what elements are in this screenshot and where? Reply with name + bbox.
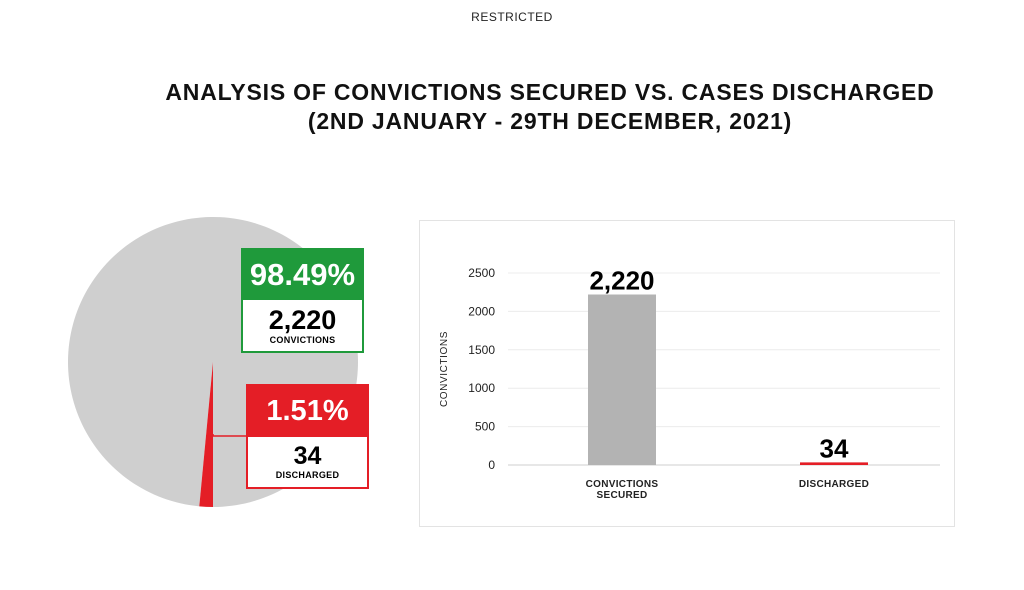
bar-discharged <box>800 462 868 465</box>
title-line-1: ANALYSIS OF CONVICTIONS SECURED VS. CASE… <box>165 79 935 105</box>
y-tick-label: 500 <box>475 420 495 434</box>
y-tick-label: 2500 <box>468 266 495 280</box>
discharged-leader-line <box>212 434 248 437</box>
y-axis-label: CONVICTIONS <box>439 331 450 407</box>
y-tick-label: 2000 <box>468 304 495 318</box>
bar-chart-panel: 0 500 1000 1500 2000 2500 CONVICTIONS 2,220 CONV… <box>419 220 955 527</box>
pie-slice-discharged <box>199 362 213 507</box>
x-category-label: CONVICTIONS <box>586 479 659 490</box>
discharged-count: 34 <box>293 442 322 470</box>
title-line-2: (2ND JANUARY - 29TH DECEMBER, 2021) <box>307 108 793 134</box>
bar-chart: 0 500 1000 1500 2000 2500 CONVICTIONS 2,220 CONV… <box>439 266 940 501</box>
classification-label: RESTRICTED <box>471 10 553 24</box>
bar-data-label: 2,220 <box>589 266 654 296</box>
y-tick-label: 1500 <box>468 343 495 357</box>
convictions-percent: 98.49% <box>243 250 362 300</box>
convictions-callout: 98.49% 2,220 CONVICTIONS <box>241 248 364 353</box>
page-title: ANALYSIS OF CONVICTIONS SECURED VS. CASE… <box>100 78 1000 136</box>
bar-convictions-secured <box>588 294 656 465</box>
bar-data-label: 34 <box>820 433 849 463</box>
convictions-count: 2,220 <box>268 305 337 335</box>
discharged-callout: 1.51% 34 DISCHARGED <box>246 384 369 489</box>
discharged-label: DISCHARGED <box>275 470 340 480</box>
discharged-percent: 1.51% <box>248 386 367 437</box>
x-category-label: SECURED <box>597 490 648 501</box>
x-category-label: DISCHARGED <box>799 479 869 490</box>
y-tick-label: 1000 <box>468 381 495 395</box>
y-tick-label: 0 <box>488 458 495 472</box>
convictions-label: CONVICTIONS <box>269 335 336 345</box>
